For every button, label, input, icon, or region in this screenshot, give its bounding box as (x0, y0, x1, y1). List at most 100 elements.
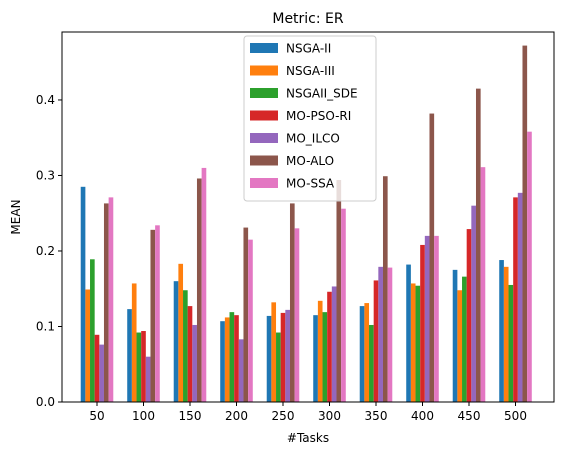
bar-mo-pso-ri-200 (234, 315, 239, 402)
y-tick-label: 0.0 (36, 395, 55, 409)
bar-mo-ssa-50 (108, 197, 114, 402)
bar-mo-pso-ri-100 (141, 331, 146, 402)
bar-mo-ilco-500 (517, 192, 523, 402)
bar-mo-alo-400 (429, 113, 435, 403)
bar-mo-ssa-400 (434, 235, 439, 402)
bar-mo-ssa-450 (480, 167, 486, 402)
plot-frame (61, 31, 555, 403)
bar-nsga-ii-350 (359, 306, 365, 402)
x-tick-label: 250 (272, 409, 295, 423)
bar-mo-ssa-200 (248, 239, 253, 402)
bar-mo-ssa-350 (387, 267, 393, 402)
bar-mo-pso-ri-500 (513, 197, 518, 402)
x-tick-label: 450 (458, 409, 481, 423)
chart-title: Metric: ER (272, 11, 344, 27)
bar-nsgaii-sde-50 (90, 259, 95, 402)
bar-mo-alo-500 (522, 45, 528, 403)
y-tick-label: 0.3 (36, 168, 55, 182)
bar-nsga-ii-150 (173, 281, 179, 402)
bar-nsga-iii-500 (503, 266, 509, 402)
bar-mo-alo-300 (336, 180, 342, 402)
x-tick-label: 50 (89, 409, 104, 423)
bar-nsga-ii-200 (220, 321, 225, 402)
bar-mo-alo-200 (243, 227, 249, 402)
bar-nsga-ii-100 (127, 309, 132, 402)
x-tick-label: 400 (411, 409, 434, 423)
legend-label: NSGAII_SDE (286, 87, 358, 101)
bar-nsga-iii-450 (457, 290, 463, 402)
bar-nsga-iii-300 (317, 300, 323, 402)
bar-mo-alo-50 (103, 203, 109, 402)
x-axis-label: #Tasks (287, 431, 329, 445)
bar-nsga-ii-500 (499, 260, 504, 402)
bar-mo-alo-100 (150, 229, 156, 402)
bar-mo-pso-ri-50 (94, 334, 100, 402)
bar-nsgaii-sde-100 (136, 332, 142, 402)
x-tick-label: 150 (179, 409, 202, 423)
legend: NSGA-II NSGA-III NSGAII_SDE MO-PSO-RI MO_ILC… (243, 35, 377, 202)
bar-nsga-ii-450 (452, 269, 458, 402)
bar-nsga-iii-150 (178, 263, 184, 402)
bar-mo-ilco-150 (192, 324, 197, 402)
bar-nsgaii-sde-450 (462, 276, 467, 402)
bar-nsgaii-sde-500 (508, 284, 514, 402)
bar-mo-ilco-350 (378, 266, 383, 402)
bar-nsga-iii-250 (271, 302, 277, 402)
bar-mo-ilco-50 (99, 344, 104, 402)
y-ticks: 0.0 0.1 0.2 0.3 0.4 (36, 93, 62, 409)
bar-mo-ilco-100 (145, 356, 151, 402)
bar-mo-ilco-250 (285, 309, 290, 402)
legend-label: MO-SSA (286, 177, 335, 191)
bar-mo-alo-250 (289, 203, 295, 402)
bars-layer (80, 45, 532, 403)
bar-nsga-ii-400 (406, 264, 411, 402)
bar-nsga-ii-250 (266, 315, 272, 402)
y-tick-label: 0.1 (36, 319, 55, 333)
x-tick-label: 350 (365, 409, 388, 423)
x-tick-label: 300 (318, 409, 341, 423)
bar-mo-pso-ri-450 (466, 229, 472, 402)
bar-mo-pso-ri-400 (420, 244, 425, 402)
legend-label: NSGA-III (286, 64, 335, 78)
bar-mo-pso-ri-300 (327, 291, 332, 402)
y-tick-label: 0.2 (36, 244, 55, 258)
x-tick-label: 100 (132, 409, 155, 423)
x-ticks: 50 100 150 200 250 300 350 400 450 500 (89, 402, 527, 423)
bar-nsga-iii-100 (131, 283, 137, 402)
bar-mo-pso-ri-250 (280, 312, 286, 402)
legend-swatch (250, 43, 278, 53)
bar-mo-ilco-400 (424, 235, 430, 402)
legend-label: NSGA-II (286, 42, 331, 56)
legend-swatch (250, 133, 278, 143)
bar-mo-ilco-450 (471, 205, 476, 402)
bar-nsgaii-sde-250 (276, 332, 281, 402)
bar-mo-alo-350 (382, 176, 388, 402)
bar-mo-ssa-250 (294, 228, 300, 402)
bar-nsga-iii-200 (224, 317, 230, 402)
bar-nsgaii-sde-300 (322, 312, 328, 402)
bar-nsgaii-sde-350 (369, 324, 374, 402)
bar-nsga-iii-400 (410, 283, 416, 402)
bar-mo-ssa-500 (527, 131, 532, 403)
bar-mo-alo-150 (196, 178, 202, 402)
bar-mo-ilco-200 (238, 339, 244, 402)
legend-swatch (250, 178, 278, 188)
x-tick-label: 200 (225, 409, 248, 423)
bar-mo-pso-ri-350 (373, 280, 379, 402)
bar-mo-alo-450 (475, 88, 481, 402)
bar-nsgaii-sde-150 (183, 290, 188, 402)
legend-label: MO-ALO (286, 154, 334, 168)
x-tick-label: 500 (504, 409, 527, 423)
bar-mo-ilco-300 (331, 286, 337, 402)
legend-label: MO_ILCO (286, 132, 340, 146)
bar-nsgaii-sde-400 (415, 285, 421, 402)
bar-mo-ssa-150 (201, 167, 207, 402)
legend-swatch (250, 65, 278, 76)
legend-swatch (250, 88, 278, 98)
y-axis-label: MEAN (9, 199, 23, 234)
bar-nsga-iii-350 (364, 303, 370, 402)
bar-nsgaii-sde-200 (229, 312, 235, 402)
bar-mo-ssa-100 (155, 225, 160, 402)
